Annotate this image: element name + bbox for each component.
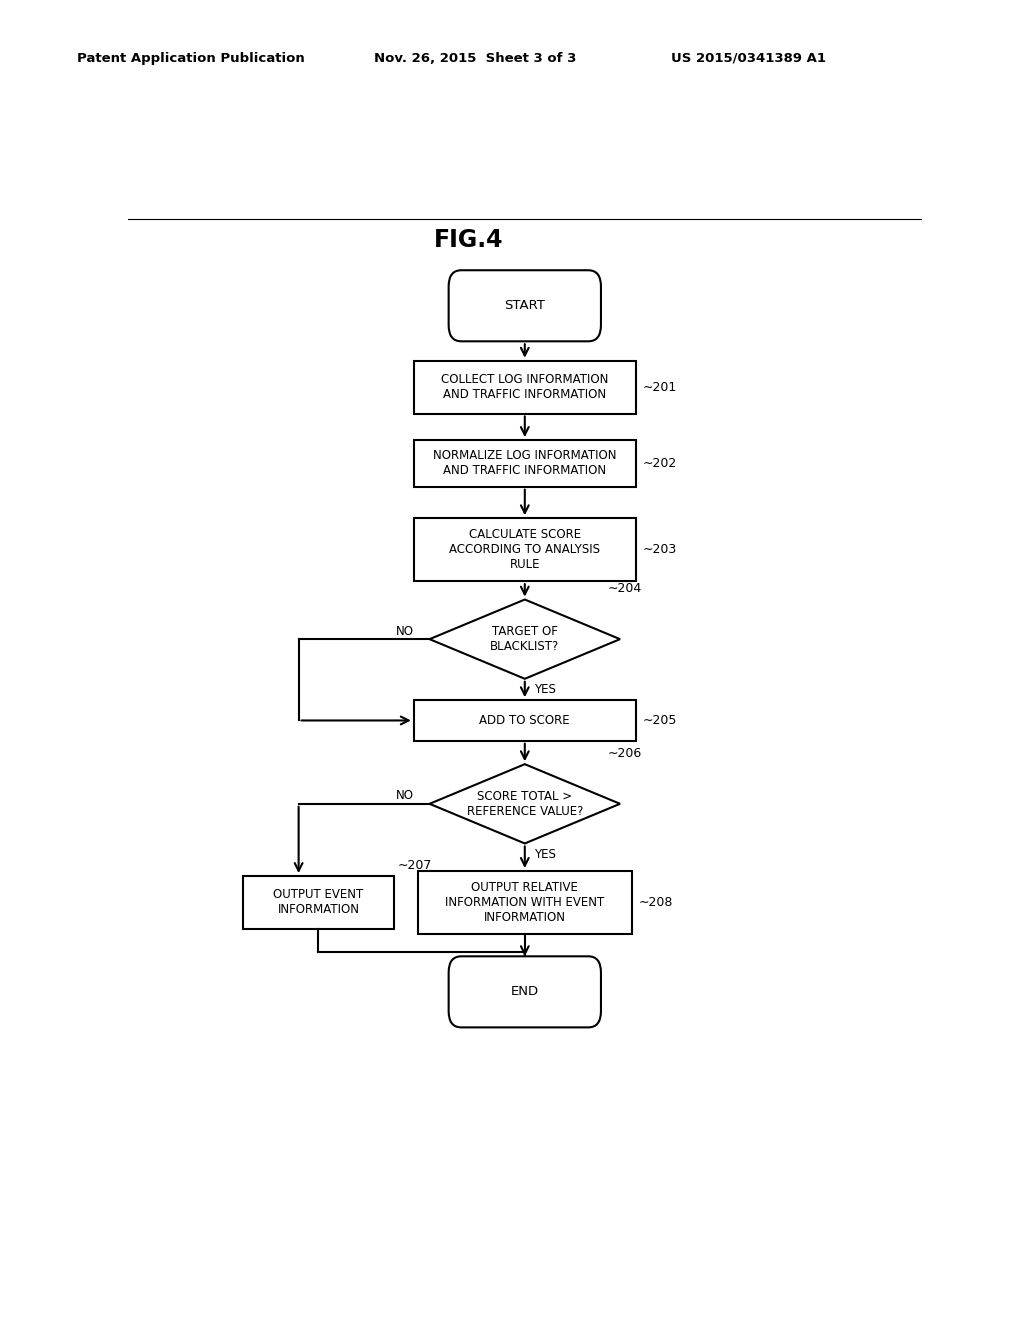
Text: SCORE TOTAL >
REFERENCE VALUE?: SCORE TOTAL > REFERENCE VALUE? <box>467 789 583 818</box>
Text: ∼204: ∼204 <box>608 582 642 595</box>
Polygon shape <box>430 599 620 678</box>
FancyBboxPatch shape <box>449 956 601 1027</box>
Text: ADD TO SCORE: ADD TO SCORE <box>479 714 570 727</box>
Text: ∼203: ∼203 <box>642 544 677 556</box>
Bar <box>414 519 636 581</box>
Text: ∼208: ∼208 <box>638 896 673 909</box>
Text: YES: YES <box>535 847 556 861</box>
Text: END: END <box>511 985 539 998</box>
Text: ∼205: ∼205 <box>642 714 677 727</box>
FancyBboxPatch shape <box>449 271 601 342</box>
Text: US 2015/0341389 A1: US 2015/0341389 A1 <box>671 51 825 65</box>
Text: ∼206: ∼206 <box>608 747 642 760</box>
Text: CALCULATE SCORE
ACCORDING TO ANALYSIS
RULE: CALCULATE SCORE ACCORDING TO ANALYSIS RU… <box>450 528 600 572</box>
Bar <box>418 871 632 935</box>
Text: Nov. 26, 2015  Sheet 3 of 3: Nov. 26, 2015 Sheet 3 of 3 <box>374 51 577 65</box>
Text: ∼201: ∼201 <box>642 380 677 393</box>
Text: Patent Application Publication: Patent Application Publication <box>77 51 304 65</box>
Text: NO: NO <box>395 789 414 803</box>
Text: YES: YES <box>535 682 556 696</box>
Text: OUTPUT RELATIVE
INFORMATION WITH EVENT
INFORMATION: OUTPUT RELATIVE INFORMATION WITH EVENT I… <box>445 880 604 924</box>
Text: NO: NO <box>395 624 414 638</box>
Text: FIG.4: FIG.4 <box>433 228 503 252</box>
Bar <box>414 700 636 741</box>
Text: ∼207: ∼207 <box>397 859 432 873</box>
Text: NORMALIZE LOG INFORMATION
AND TRAFFIC INFORMATION: NORMALIZE LOG INFORMATION AND TRAFFIC IN… <box>433 449 616 478</box>
Text: ∼202: ∼202 <box>642 457 677 470</box>
Bar <box>414 360 636 413</box>
Bar <box>243 876 394 929</box>
Bar <box>414 440 636 487</box>
Text: TARGET OF
BLACKLIST?: TARGET OF BLACKLIST? <box>490 626 559 653</box>
Text: OUTPUT EVENT
INFORMATION: OUTPUT EVENT INFORMATION <box>273 888 364 916</box>
Polygon shape <box>430 764 620 843</box>
Text: COLLECT LOG INFORMATION
AND TRAFFIC INFORMATION: COLLECT LOG INFORMATION AND TRAFFIC INFO… <box>441 374 608 401</box>
Text: START: START <box>505 300 545 313</box>
